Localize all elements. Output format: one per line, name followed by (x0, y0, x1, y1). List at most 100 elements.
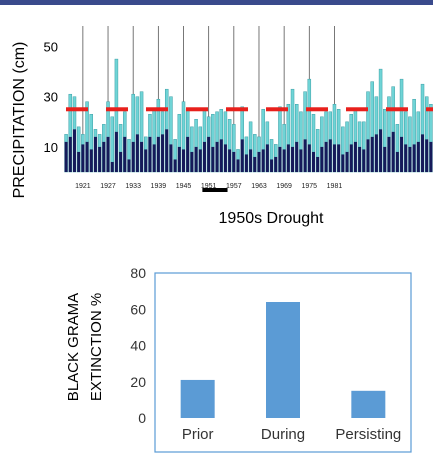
precipitation-growing-season-bar (421, 134, 425, 172)
precipitation-x-tick: 1921 (75, 183, 91, 190)
precipitation-growing-season-bar (110, 161, 114, 172)
precipitation-mean-lines (66, 107, 433, 112)
precipitation-growing-season-bar (307, 144, 311, 172)
precipitation-growing-season-bar (223, 144, 227, 172)
precipitation-growing-season-bar (379, 129, 383, 172)
precipitation-x-tick: 1975 (302, 183, 318, 190)
precipitation-y-tick: 50 (44, 40, 58, 55)
extinction-y-axis-label-line1: BLACK GRAMA (65, 293, 82, 401)
precipitation-growing-season-bar (291, 146, 295, 172)
precipitation-growing-season-bar (77, 151, 81, 172)
precipitation-x-tick: 1981 (327, 183, 343, 190)
precipitation-growing-season-bar (177, 146, 181, 172)
precipitation-growing-season-bar (349, 144, 353, 172)
precipitation-x-tick-labels: 1921 1927 1933 1939 1945 1951 1957 1963 1969 1975… (75, 183, 342, 190)
precipitation-growing-season-bar (412, 144, 416, 172)
mean-precipitation-segment (426, 107, 433, 112)
extinction-y-tick: 80 (130, 265, 146, 281)
precipitation-growing-season-bar (408, 146, 412, 172)
precipitation-growing-season-bar (400, 136, 404, 172)
precipitation-growing-season-bar (270, 159, 274, 172)
precipitation-growing-season-bar (93, 136, 97, 172)
precipitation-growing-season-bar (265, 144, 269, 172)
mean-precipitation-segment (186, 107, 208, 112)
precipitation-growing-season-bar (131, 141, 135, 172)
precipitation-growing-season-bar (152, 144, 156, 172)
top-border (0, 0, 433, 5)
precipitation-growing-season-bar (123, 136, 127, 172)
precipitation-growing-season-bar (135, 134, 139, 172)
precipitation-x-tick: 1963 (251, 183, 267, 190)
precipitation-growing-season-bar (144, 149, 148, 172)
precipitation-growing-season-bar (165, 129, 169, 172)
mean-precipitation-segment (266, 107, 288, 112)
precipitation-growing-season-bar (219, 139, 223, 172)
precipitation-y-tick: 10 (44, 140, 58, 155)
drought-annotation: 1950s Drought (219, 210, 325, 227)
precipitation-growing-season-bar (236, 159, 240, 172)
precipitation-growing-season-bar (395, 151, 399, 172)
precipitation-growing-season-bar (202, 141, 206, 172)
precipitation-x-tick: 1927 (100, 183, 116, 190)
precipitation-growing-season-bar (332, 144, 336, 172)
precipitation-growing-season-bar (72, 129, 76, 172)
precipitation-growing-season-bar (311, 151, 315, 172)
precipitation-growing-season-bar (324, 141, 328, 172)
precipitation-growing-season-bar (102, 141, 106, 172)
mean-precipitation-segment (106, 107, 128, 112)
precipitation-growing-season-bar (374, 134, 378, 172)
precipitation-y-ticks: 10 30 50 (44, 40, 58, 155)
precipitation-growing-season-bar (106, 136, 110, 172)
precipitation-growing-season-bar (119, 151, 123, 172)
mean-precipitation-segment (66, 107, 88, 112)
mean-precipitation-segment (346, 107, 368, 112)
mean-precipitation-segment (386, 107, 408, 112)
precipitation-growing-season-bar (127, 159, 131, 172)
precipitation-growing-season-bar (68, 136, 72, 172)
extinction-chart: BLACK GRAMA EXTINCTION % 0 20 40 60 80 Prior… (65, 265, 412, 453)
precipitation-growing-season-bar (337, 144, 341, 172)
precipitation-growing-season-bar (303, 139, 307, 172)
extinction-bars (180, 302, 386, 418)
precipitation-growing-season-bar (98, 146, 102, 172)
precipitation-growing-season-bar (190, 151, 194, 172)
precipitation-growing-season-bar (261, 149, 265, 172)
mean-precipitation-segment (226, 107, 248, 112)
precipitation-growing-season-bar (282, 149, 286, 172)
precipitation-growing-season-bar (295, 141, 299, 172)
precipitation-growing-season-bar (286, 144, 290, 172)
precipitation-growing-season-bar (198, 149, 202, 172)
precipitation-growing-season-bar (186, 136, 190, 172)
precipitation-growing-season-bar (215, 141, 219, 172)
extinction-category-label: Persisting (335, 426, 401, 443)
precipitation-growing-season-bar (211, 146, 215, 172)
extinction-y-tick: 20 (130, 374, 146, 390)
extinction-plot-frame (154, 272, 412, 453)
precipitation-growing-season-bar (85, 141, 89, 172)
extinction-y-tick: 0 (138, 410, 146, 426)
precipitation-growing-season-bar (404, 144, 408, 172)
precipitation-growing-season-bar (274, 156, 278, 172)
extinction-y-tick: 60 (130, 301, 146, 317)
precipitation-x-tick: 1957 (226, 183, 242, 190)
precipitation-growing-season-bar (244, 154, 248, 172)
extinction-y-tick: 40 (130, 338, 146, 354)
precipitation-growing-season-bar (64, 141, 68, 172)
precipitation-growing-season-bar (387, 136, 391, 172)
precipitation-growing-season-bar (81, 144, 85, 172)
extinction-category-label: During (261, 426, 305, 443)
precipitation-x-tick: 1951 (201, 183, 217, 190)
extinction-bar-persisting (351, 390, 386, 418)
extinction-y-axis-label-line2: EXTINCTION % (88, 293, 105, 401)
precipitation-growing-season-bar (341, 154, 345, 172)
extinction-x-tick-labels: Prior During Persisting (182, 426, 401, 443)
precipitation-growing-season-bar (249, 149, 253, 172)
precipitation-growing-season-bar (232, 151, 236, 172)
precipitation-growing-season-bar (169, 144, 173, 172)
precipitation-growing-season-bar (362, 149, 366, 172)
precipitation-growing-season-bar (345, 151, 349, 172)
precipitation-growing-season-bar (416, 141, 420, 172)
precipitation-x-tick: 1933 (125, 183, 141, 190)
precipitation-growing-season-bar (156, 136, 160, 172)
drought-period-marker (202, 188, 228, 192)
